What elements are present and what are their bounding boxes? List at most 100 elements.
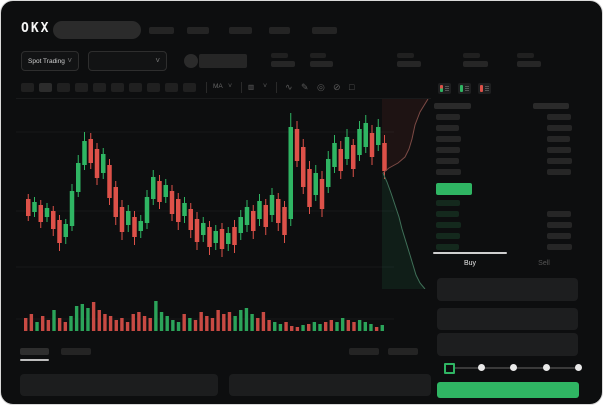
ask-price-5[interactable] [436, 158, 459, 164]
bid-price-2[interactable] [436, 211, 459, 217]
bottom-panel-2[interactable] [229, 374, 431, 396]
chevron-down-icon[interactable]: ˅ [228, 83, 233, 90]
nav-item-1[interactable] [149, 27, 174, 34]
bid-price-3[interactable] [436, 222, 461, 228]
ask-price-6[interactable] [436, 169, 461, 175]
book-combined-icon-strip [440, 85, 443, 92]
market-type-dropdown[interactable]: Spot Trading ˅ [21, 51, 79, 71]
nav-item-4[interactable] [269, 27, 290, 34]
slider-step-50pct[interactable] [510, 364, 517, 371]
tab-sell[interactable]: Sell [538, 260, 550, 267]
slider-handle[interactable] [444, 363, 455, 374]
active-tab-indicator [433, 252, 507, 254]
ticker-stat-label-1 [271, 53, 288, 58]
book-line [445, 88, 449, 89]
ticker-stat-label-3 [397, 53, 414, 58]
ticker-stat-value-4 [463, 61, 488, 67]
coin-avatar [184, 54, 198, 68]
book-line [445, 86, 449, 87]
nav-item-5[interactable] [312, 27, 337, 34]
bid-size-2 [547, 211, 571, 217]
book-header-bar-2 [533, 103, 569, 109]
chevron-down-icon[interactable]: ˅ [263, 83, 268, 90]
interval-button-3[interactable] [57, 83, 70, 92]
wave-line-icon[interactable]: ∿ [285, 82, 293, 92]
bid-price-5[interactable] [436, 244, 459, 250]
ticker-stat-label-2 [310, 53, 326, 58]
book-line [445, 90, 449, 91]
toolbar-divider [276, 82, 277, 93]
settings-icon[interactable]: ⊘ [333, 82, 341, 92]
order-input-1[interactable] [437, 278, 578, 301]
ask-size-4 [547, 147, 571, 153]
interval-button-5[interactable] [93, 83, 106, 92]
ticker-stat-value-2 [310, 61, 333, 67]
toolbar-divider [206, 82, 207, 93]
search-input[interactable] [53, 21, 141, 39]
chart-type-dropdown[interactable]: ▥ [248, 84, 255, 91]
ask-price-3[interactable] [436, 136, 461, 142]
ask-price-1[interactable] [436, 114, 460, 120]
interval-button-7[interactable] [129, 83, 142, 92]
fullscreen-icon[interactable]: □ [349, 82, 355, 92]
book-line [465, 90, 469, 91]
interval-button-4[interactable] [75, 83, 88, 92]
interval-button-8[interactable] [147, 83, 160, 92]
chevron-down-icon: ˅ [67, 56, 72, 65]
ticker-stat-label-4 [463, 53, 480, 58]
bottom-tab-1[interactable] [20, 348, 49, 355]
candlestick-chart[interactable] [16, 99, 431, 339]
book-combined-icon[interactable] [438, 83, 451, 94]
slider-step-75pct[interactable] [543, 364, 550, 371]
okx-logo: OKX [21, 21, 51, 36]
ask-size-2 [547, 125, 572, 131]
nav-item-2[interactable] [187, 27, 209, 34]
order-input-2[interactable] [437, 308, 578, 330]
interval-button-6[interactable] [111, 83, 124, 92]
interval-button-1[interactable] [21, 83, 34, 92]
book-asks-icon[interactable] [478, 83, 491, 94]
ma-indicator-dropdown[interactable]: MA [213, 83, 223, 90]
book-line [485, 90, 489, 91]
slider-step-25pct[interactable] [478, 364, 485, 371]
bid-price-4[interactable] [436, 233, 460, 239]
ticker-stat-label-5 [517, 53, 534, 58]
ask-price-2[interactable] [436, 125, 459, 131]
nav-item-3[interactable] [229, 27, 252, 34]
book-line [465, 86, 469, 87]
depth-chart-overlay [382, 99, 429, 289]
ticker-stat-value-5 [517, 61, 541, 67]
book-line [465, 88, 469, 89]
book-asks-icon-strip [480, 85, 483, 92]
draw-pencil-icon[interactable]: ✎ [301, 82, 309, 92]
book-header-bar-1 [434, 103, 471, 109]
ask-size-1 [547, 114, 571, 120]
bid-size-3 [547, 222, 572, 228]
ask-size-5 [547, 158, 572, 164]
bottom-panel-1[interactable] [20, 374, 218, 396]
book-line [485, 86, 489, 87]
bottom-tab-4[interactable] [388, 348, 418, 355]
book-bids-icon-strip [460, 85, 463, 92]
order-input-3[interactable] [437, 333, 578, 356]
interval-button-9[interactable] [165, 83, 178, 92]
last-price-badge[interactable] [436, 183, 472, 195]
camera-icon[interactable]: ◎ [317, 82, 325, 92]
bid-price-1[interactable] [436, 200, 460, 206]
bid-size-5 [547, 244, 572, 250]
bottom-tab-2[interactable] [61, 348, 91, 355]
book-bids-icon[interactable] [458, 83, 471, 94]
interval-button-10[interactable] [183, 83, 196, 92]
tab-buy[interactable]: Buy [463, 260, 477, 267]
bottom-tab-3[interactable] [349, 348, 379, 355]
buy-button[interactable] [437, 382, 579, 398]
pair-selector-dropdown[interactable]: ˅ [88, 51, 167, 71]
ticker-stat-value-1 [271, 61, 295, 67]
ask-price-4[interactable] [436, 147, 460, 153]
interval-button-2[interactable] [39, 83, 52, 92]
toolbar-separator [16, 98, 431, 99]
bottom-tab-active-underline [20, 359, 49, 361]
chevron-down-icon: ˅ [155, 56, 160, 65]
slider-step-100pct[interactable] [575, 364, 582, 371]
